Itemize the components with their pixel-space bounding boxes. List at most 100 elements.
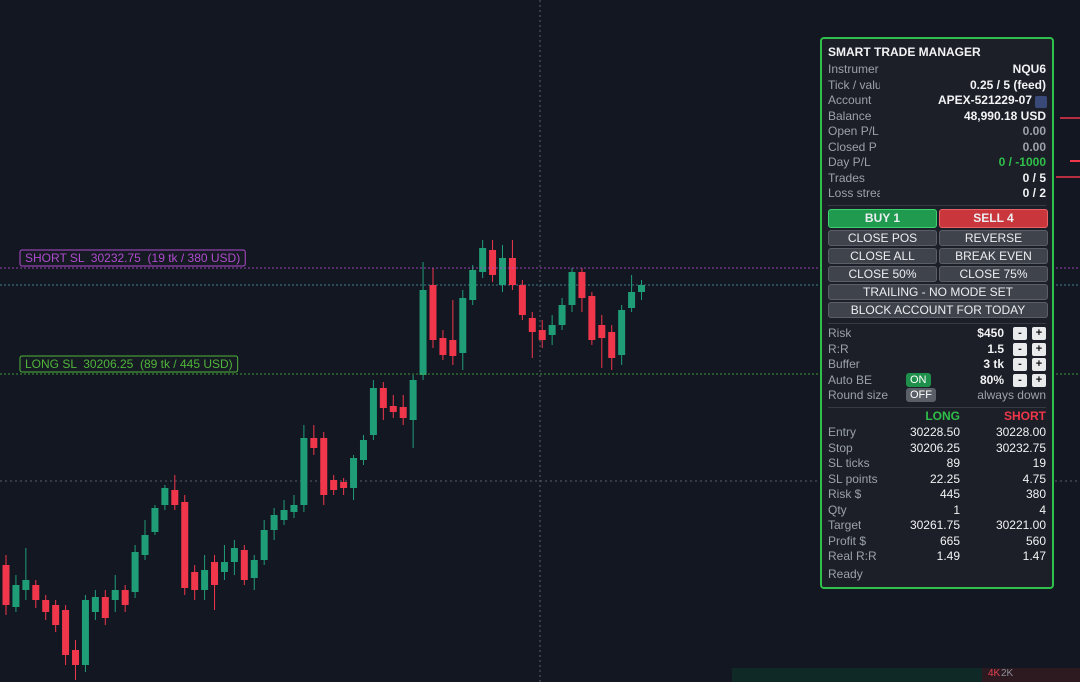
- separator: [828, 407, 1046, 408]
- column-header: LONG: [925, 409, 960, 423]
- candle-body: [220, 562, 228, 572]
- wide-button[interactable]: BLOCK ACCOUNT FOR TODAY: [828, 302, 1048, 318]
- action-button[interactable]: CLOSE POS: [828, 230, 937, 246]
- info-value: 0.00: [1022, 139, 1046, 154]
- candle-body: [131, 552, 139, 592]
- info-label: Closed P: [828, 139, 877, 154]
- volume-strip: [982, 668, 1080, 682]
- decrement-button[interactable]: -: [1013, 327, 1027, 340]
- stop-loss-label: SHORT SL 30232.75 (19 tk / 380 USD): [25, 251, 240, 265]
- row-label: Real R:R: [828, 549, 877, 563]
- candle-body: [558, 305, 566, 325]
- candle-body: [62, 610, 70, 655]
- candle-body: [369, 388, 377, 435]
- separator: [828, 205, 1046, 206]
- decrement-button[interactable]: -: [1013, 342, 1027, 356]
- row-label: Entry: [828, 425, 857, 439]
- increment-button[interactable]: +: [1032, 358, 1046, 371]
- buy-button[interactable]: BUY 1: [828, 209, 937, 228]
- candle-body: [141, 535, 149, 555]
- candle-body: [449, 340, 457, 356]
- setting-value: 1.5: [987, 341, 1004, 356]
- candle-body: [469, 270, 477, 300]
- candle-body: [260, 530, 268, 560]
- short-value: 30232.75: [995, 440, 1046, 455]
- action-button[interactable]: BREAK EVEN: [939, 248, 1048, 264]
- decrement-button[interactable]: -: [1013, 373, 1027, 387]
- info-value: 0 / 2: [1022, 186, 1046, 200]
- long-value: 1: [953, 502, 960, 517]
- candle-body: [121, 590, 129, 605]
- sell-button[interactable]: SELL 4: [939, 209, 1048, 228]
- info-label: Loss strea: [828, 186, 880, 200]
- candle-body: [32, 585, 40, 600]
- info-value: NQU6: [1012, 62, 1046, 76]
- info-label: Instrumer: [828, 62, 879, 76]
- candle-body: [518, 285, 526, 315]
- long-value: 22.25: [929, 471, 960, 486]
- setting-label: R:R: [828, 341, 849, 356]
- candle-body: [211, 562, 219, 585]
- candle-body: [22, 580, 30, 590]
- short-value: 4: [1039, 502, 1046, 517]
- candle-body: [618, 310, 626, 355]
- candle-body: [42, 600, 50, 612]
- info-label: Tick / valu: [828, 77, 880, 92]
- candle-body: [578, 272, 586, 298]
- account-dropdown[interactable]: [1035, 96, 1047, 108]
- candle-body: [72, 650, 80, 665]
- candle-body: [250, 560, 258, 578]
- long-value: 30261.75: [909, 518, 960, 532]
- candle-body: [2, 565, 10, 605]
- action-button[interactable]: CLOSE 75%: [939, 266, 1048, 282]
- setting-label: Round size: [828, 388, 889, 402]
- candle-body: [230, 548, 238, 562]
- candle-body: [508, 258, 516, 285]
- action-button[interactable]: CLOSE ALL: [828, 248, 937, 264]
- separator: [828, 323, 1046, 324]
- candle-body: [548, 325, 556, 335]
- increment-button[interactable]: +: [1032, 373, 1046, 387]
- long-value: 665: [939, 533, 960, 548]
- info-label: Day P/L: [828, 155, 871, 169]
- candle-body: [101, 597, 109, 618]
- candle-body: [181, 502, 189, 588]
- info-label: Open P/L: [828, 124, 879, 138]
- stop-loss-label: LONG SL 30206.25 (89 tk / 445 USD): [25, 357, 233, 371]
- volume-label: 4K: [988, 668, 1001, 679]
- candle-body: [191, 572, 199, 590]
- row-label: Stop: [828, 440, 853, 455]
- short-value: 30221.00: [995, 518, 1046, 532]
- stop-loss-label-box: [19, 355, 239, 373]
- panel-title: SMART TRADE MANAGER: [828, 45, 981, 59]
- auto-be-toggle[interactable]: ON: [906, 373, 931, 387]
- info-label: Account: [828, 93, 872, 107]
- candle-body: [340, 482, 348, 488]
- status-text: Ready: [828, 567, 863, 581]
- row-label: SL points: [828, 471, 878, 486]
- action-button[interactable]: REVERSE: [939, 230, 1048, 246]
- candle-body: [270, 515, 278, 530]
- action-button[interactable]: CLOSE 50%: [828, 266, 937, 282]
- long-value: 30206.25: [909, 440, 960, 455]
- wide-button[interactable]: TRAILING - NO MODE SET: [828, 284, 1048, 300]
- info-value: 0 / -1000: [998, 155, 1046, 169]
- candle-body: [628, 292, 636, 308]
- increment-button[interactable]: +: [1032, 342, 1046, 356]
- candle-body: [81, 600, 89, 665]
- short-value: 30228.00: [995, 425, 1046, 439]
- candle-body: [568, 272, 576, 305]
- candle-body: [399, 407, 407, 418]
- decrement-button[interactable]: -: [1013, 358, 1027, 371]
- candle-body: [171, 490, 179, 505]
- candle-body: [300, 438, 308, 505]
- round-size-toggle[interactable]: OFF: [906, 388, 936, 402]
- candle-body: [201, 570, 209, 590]
- candle-body: [52, 605, 60, 625]
- candle-body: [330, 480, 338, 490]
- candle-body: [161, 488, 169, 505]
- increment-button[interactable]: +: [1032, 327, 1046, 340]
- info-value: 0.00: [1022, 124, 1046, 138]
- short-value: 1.47: [1022, 549, 1046, 563]
